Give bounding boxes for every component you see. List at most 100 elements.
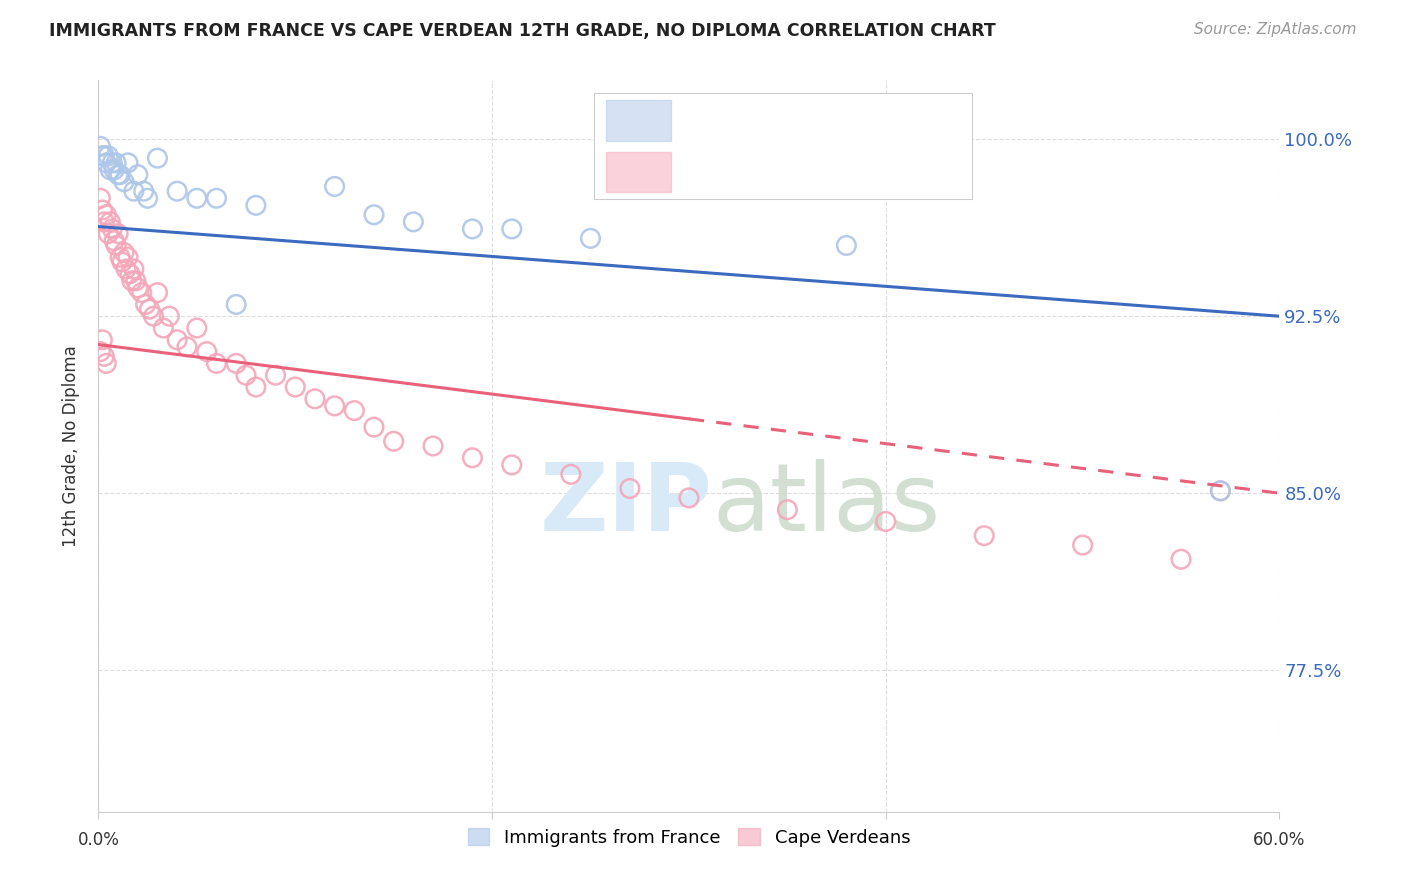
Point	[146, 151, 169, 165]
Point	[105, 156, 128, 170]
Point	[166, 184, 188, 198]
Point	[245, 198, 267, 212]
Point	[245, 380, 267, 394]
Point	[131, 285, 153, 300]
Bar	[606, 152, 671, 192]
Point	[501, 222, 523, 236]
Point	[402, 215, 425, 229]
Point	[835, 238, 858, 252]
Text: IMMIGRANTS FROM FRANCE VS CAPE VERDEAN 12TH GRADE, NO DIPLOMA CORRELATION CHART: IMMIGRANTS FROM FRANCE VS CAPE VERDEAN 1…	[49, 22, 995, 40]
Point	[875, 515, 897, 529]
Point	[108, 168, 131, 182]
Point	[98, 163, 121, 178]
Point	[343, 403, 366, 417]
Point	[103, 163, 125, 178]
Point	[225, 297, 247, 311]
Point	[186, 191, 208, 205]
Point	[127, 281, 149, 295]
Point	[264, 368, 287, 383]
Point	[323, 179, 346, 194]
Y-axis label: 12th Grade, No Diploma: 12th Grade, No Diploma	[62, 345, 80, 547]
Point	[225, 356, 247, 370]
Text: R = -0.207: R = -0.207	[689, 112, 794, 129]
Text: R = -0.076: R = -0.076	[689, 162, 794, 181]
Point	[195, 344, 218, 359]
Point	[89, 191, 111, 205]
Point	[235, 368, 257, 383]
Bar	[606, 101, 671, 141]
Point	[125, 274, 148, 288]
Point	[91, 333, 114, 347]
Point	[304, 392, 326, 406]
Point	[112, 245, 135, 260]
Point	[138, 302, 160, 317]
Point	[107, 227, 129, 241]
Point	[89, 139, 111, 153]
Text: N =  58: N = 58	[842, 162, 917, 181]
Point	[152, 321, 174, 335]
Point	[461, 450, 484, 465]
Text: ZIP: ZIP	[540, 458, 713, 550]
Point	[91, 202, 114, 217]
Point	[93, 149, 115, 163]
Point	[101, 222, 124, 236]
Point	[284, 380, 307, 394]
Point	[1170, 552, 1192, 566]
Point	[101, 156, 124, 170]
Point	[97, 149, 120, 163]
Point	[136, 191, 159, 205]
Point	[112, 175, 135, 189]
Point	[1209, 483, 1232, 498]
Point	[93, 349, 115, 363]
Point	[205, 191, 228, 205]
Point	[108, 250, 131, 264]
Point	[205, 356, 228, 370]
Point	[127, 168, 149, 182]
Point	[96, 208, 118, 222]
Point	[363, 420, 385, 434]
Point	[111, 255, 134, 269]
Point	[776, 502, 799, 516]
Point	[323, 399, 346, 413]
Text: atlas: atlas	[713, 458, 941, 550]
Text: N =  31: N = 31	[842, 112, 917, 129]
Point	[1209, 483, 1232, 498]
Point	[501, 458, 523, 472]
Point	[117, 250, 139, 264]
Point	[118, 267, 141, 281]
Point	[121, 274, 143, 288]
Point	[363, 208, 385, 222]
FancyBboxPatch shape	[595, 93, 973, 199]
Point	[132, 184, 155, 198]
Legend: Immigrants from France, Cape Verdeans: Immigrants from France, Cape Verdeans	[461, 822, 917, 854]
Point	[103, 234, 125, 248]
Point	[96, 356, 118, 370]
Point	[382, 434, 405, 449]
Text: 60.0%: 60.0%	[1253, 830, 1306, 848]
Point	[186, 321, 208, 335]
Point	[142, 310, 165, 324]
Point	[678, 491, 700, 505]
Point	[560, 467, 582, 482]
Point	[91, 149, 114, 163]
Point	[146, 285, 169, 300]
Point	[115, 262, 138, 277]
Point	[96, 156, 118, 170]
Point	[107, 168, 129, 182]
Point	[105, 238, 128, 252]
Point	[97, 227, 120, 241]
Point	[117, 156, 139, 170]
Point	[122, 184, 145, 198]
Point	[93, 215, 115, 229]
Point	[619, 482, 641, 496]
Point	[1071, 538, 1094, 552]
Text: Source: ZipAtlas.com: Source: ZipAtlas.com	[1194, 22, 1357, 37]
Point	[89, 344, 111, 359]
Point	[157, 310, 180, 324]
Point	[98, 215, 121, 229]
Text: 0.0%: 0.0%	[77, 830, 120, 848]
Point	[422, 439, 444, 453]
Point	[579, 231, 602, 245]
Point	[973, 529, 995, 543]
Point	[176, 340, 198, 354]
